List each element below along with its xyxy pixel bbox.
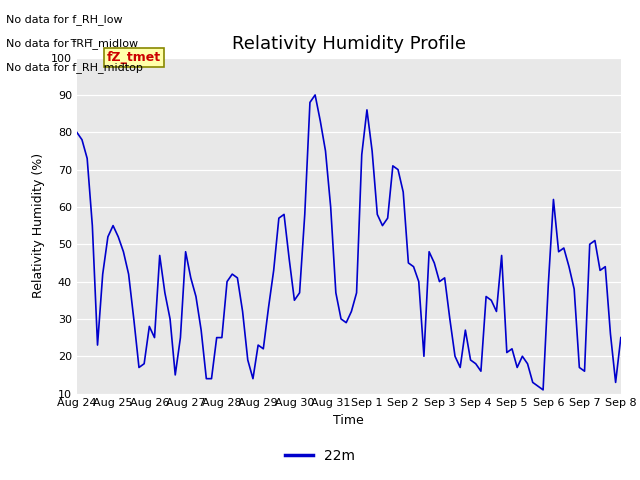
Legend: 22m: 22m xyxy=(280,443,360,468)
Text: No data for f_RH_low: No data for f_RH_low xyxy=(6,14,123,25)
Title: Relativity Humidity Profile: Relativity Humidity Profile xyxy=(232,35,466,53)
Text: fZ_tmet: fZ_tmet xyxy=(107,51,161,64)
Y-axis label: Relativity Humidity (%): Relativity Humidity (%) xyxy=(33,153,45,298)
Text: No data for f_RH_midtop: No data for f_RH_midtop xyxy=(6,62,143,73)
X-axis label: Time: Time xyxy=(333,414,364,427)
Text: No data for f̅RH̅_midlow: No data for f̅RH̅_midlow xyxy=(6,38,138,49)
